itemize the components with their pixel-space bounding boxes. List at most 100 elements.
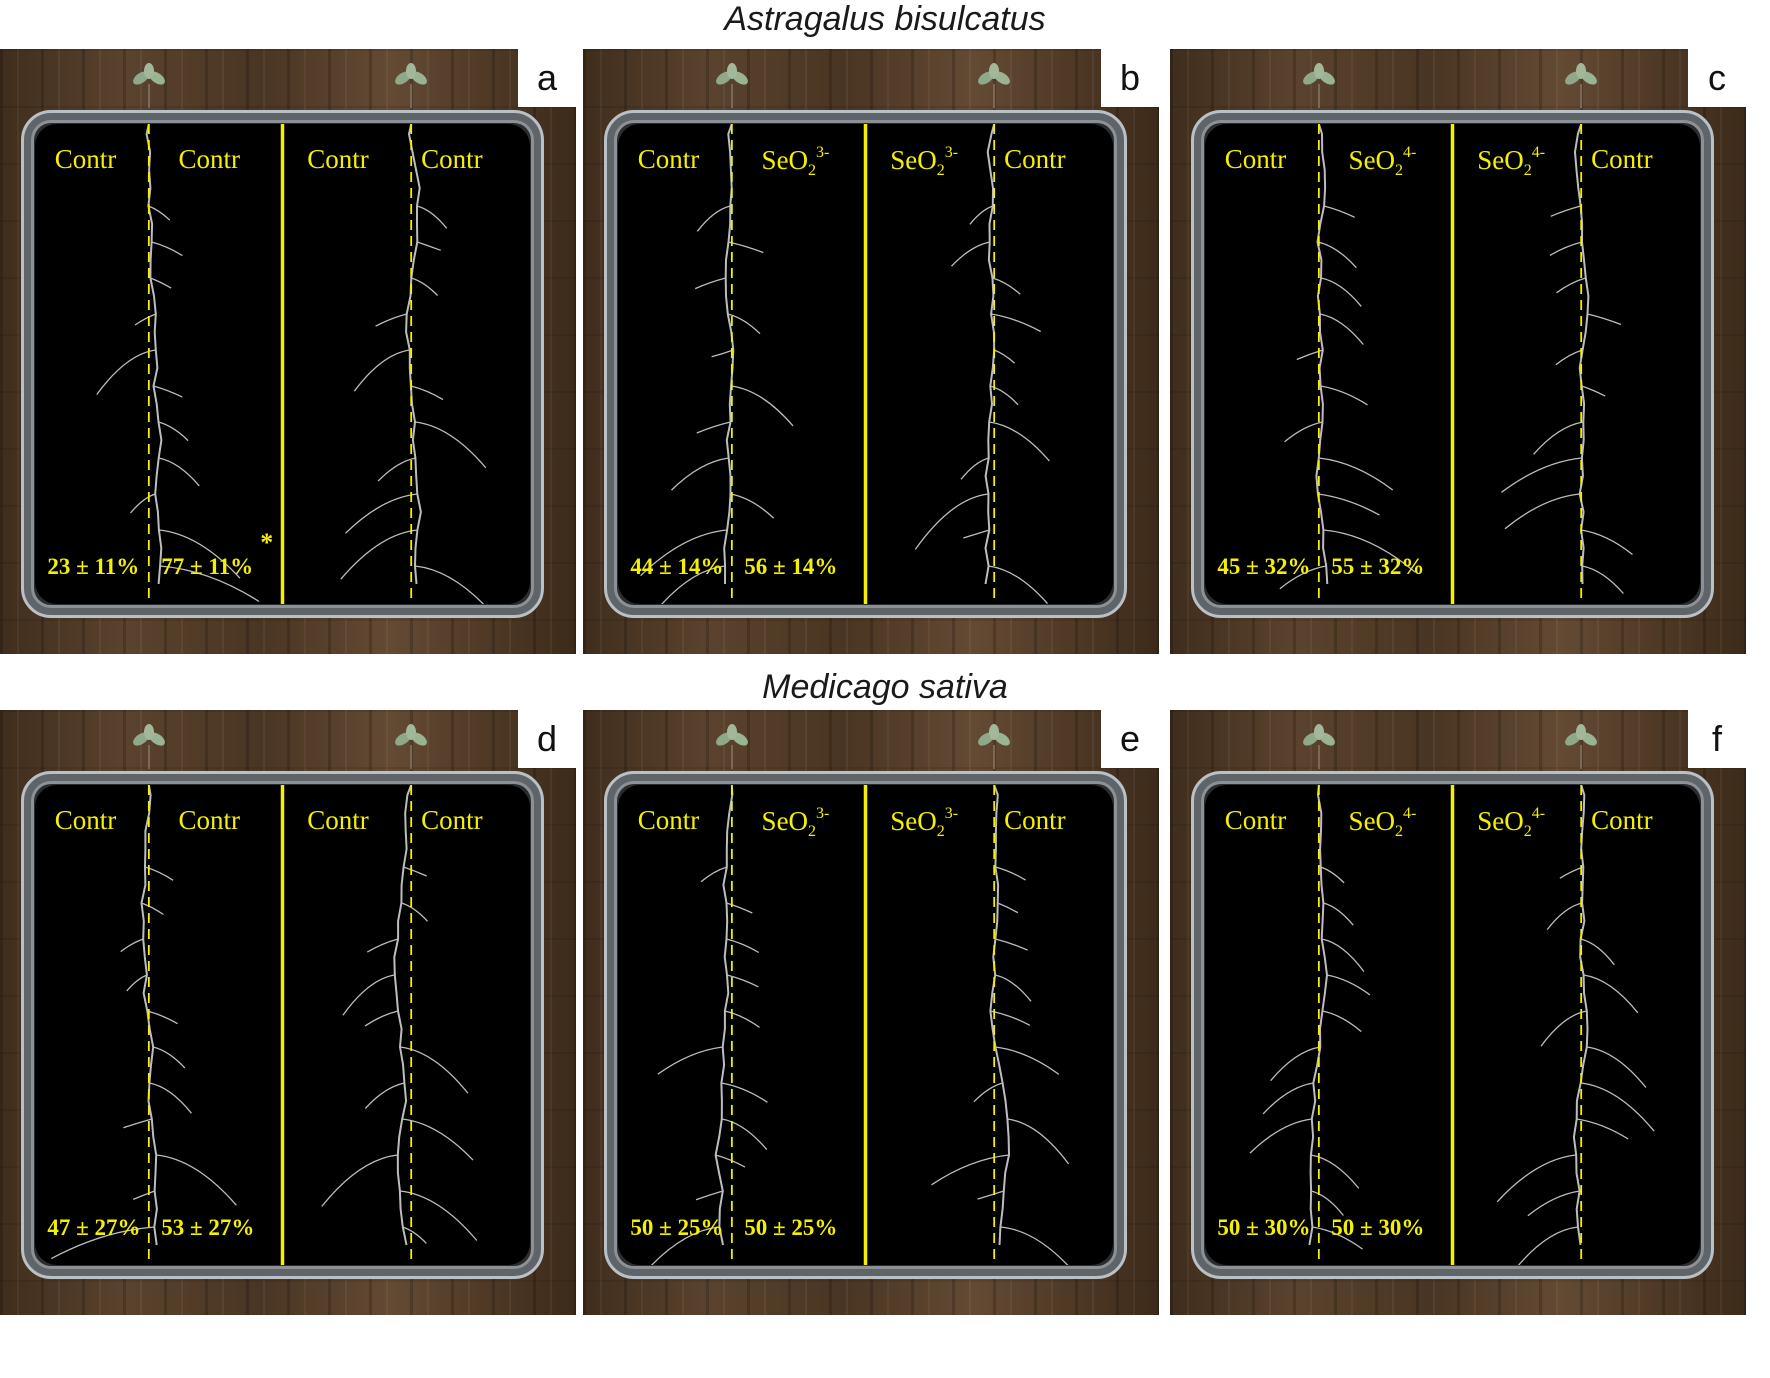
- compartment-label: Contr: [1591, 144, 1653, 175]
- compartment-label-text: SeO: [1477, 145, 1524, 175]
- percent-right: 56 ± 14%: [744, 554, 838, 579]
- compartment-label: Contr: [179, 805, 241, 836]
- agar-medium: Contr SeO24- SeO24- Contr 50 ± 30% 50 ± 30%: [1205, 785, 1700, 1265]
- compartment-label-text: SeO: [1348, 145, 1396, 175]
- label-subscript: 2: [1523, 162, 1532, 179]
- root-image: [650, 785, 1070, 1265]
- compartment-label: SeO24-: [1477, 144, 1545, 180]
- label-subscript: 2: [1395, 162, 1404, 179]
- compartment-label-text: SeO: [1348, 806, 1396, 836]
- significance-star: *: [260, 528, 274, 557]
- panel-letter-box: e: [1101, 710, 1159, 768]
- label-subscript: 2: [1395, 823, 1404, 840]
- panel-letter-box: d: [518, 710, 576, 768]
- compartment-label: Contr: [1225, 805, 1287, 836]
- compartment-label-text: Contr: [421, 805, 483, 835]
- agar-medium: Contr SeO23- SeO23- Contr 44 ± 14% 56 ± 14%: [618, 124, 1113, 604]
- panel-d: Contr Contr Contr Contr 47 ± 27% 53 ± 27% d: [0, 710, 576, 1315]
- seedling-root: [1501, 124, 1633, 594]
- compartment-label-text: SeO: [890, 145, 937, 175]
- percent-left: 50 ± 25%: [630, 1215, 724, 1240]
- seedling-shoot: [395, 724, 428, 769]
- percent-left: 44 ± 14%: [630, 554, 724, 579]
- compartment-label: Contr: [638, 805, 700, 836]
- panel-b: Contr SeO23- SeO23- Contr 44 ± 14% 56 ± 14% b: [583, 49, 1159, 654]
- panel-letter: c: [1708, 57, 1726, 98]
- compartment-label: Contr: [1225, 144, 1287, 175]
- seedling-root: [96, 124, 260, 603]
- seedling-shoot: [1302, 724, 1335, 769]
- panel-letter: f: [1711, 718, 1722, 759]
- label-superscript: 3-: [816, 144, 830, 161]
- compartment-label: Contr: [55, 144, 117, 175]
- compartment-label-text: Contr: [1004, 144, 1066, 174]
- panel-a: Contr Contr Contr Contr 23 ± 11% 77 ± 11% * a: [0, 49, 576, 654]
- percent-right: 53 ± 27%: [161, 1215, 255, 1240]
- root-image: [1279, 124, 1633, 604]
- percent-left: 23 ± 11%: [47, 554, 140, 579]
- seedling-shoot: [715, 724, 748, 769]
- seedling-root: [931, 785, 1070, 1265]
- label-subscript: 2: [1523, 823, 1532, 840]
- compartment-label-text: Contr: [178, 805, 241, 835]
- label-superscript: 3-: [816, 805, 830, 822]
- compartment-label: Contr: [307, 805, 369, 836]
- percent-right: 77 ± 11%: [161, 554, 254, 579]
- panel-letter: b: [1119, 57, 1141, 98]
- compartment-label-text: SeO: [890, 806, 937, 836]
- root-image: [1249, 785, 1655, 1265]
- seedling-shoot: [1565, 724, 1598, 769]
- panel-letter: a: [536, 57, 558, 98]
- label-superscript: 3-: [944, 144, 959, 161]
- compartment-label: Contr: [421, 144, 483, 175]
- agar-medium: Contr Contr Contr Contr 47 ± 27% 53 ± 27%: [35, 785, 530, 1265]
- percent-left: 47 ± 27%: [47, 1215, 141, 1240]
- compartment-label-text: Contr: [54, 144, 117, 174]
- panel-f: Contr SeO24- SeO24- Contr 50 ± 30% 50 ± 30% f: [1170, 710, 1746, 1315]
- compartment-label-text: SeO: [761, 145, 809, 175]
- seedling-root: [321, 785, 478, 1246]
- compartment-label-text: Contr: [1591, 805, 1653, 835]
- agar-medium: Contr SeO24- SeO24- Contr 45 ± 32% 55 ± 32%: [1205, 124, 1700, 604]
- agar-medium: Contr Contr Contr Contr 23 ± 11% 77 ± 11% *: [35, 124, 530, 604]
- compartment-label: Contr: [1591, 805, 1653, 836]
- species-title-bottom: Medicago sativa: [762, 668, 1008, 706]
- percent-left: 50 ± 30%: [1217, 1215, 1311, 1240]
- percent-right: 50 ± 25%: [744, 1215, 838, 1240]
- root-image: [96, 124, 487, 604]
- label-subscript: 2: [936, 162, 945, 179]
- seedling-shoot: [715, 63, 748, 108]
- compartment-label: SeO23-: [890, 144, 958, 180]
- label-superscript: 4-: [1531, 144, 1546, 161]
- compartment-label-text: Contr: [54, 805, 117, 835]
- label-subscript: 2: [808, 162, 817, 179]
- compartment-label-text: SeO: [761, 806, 809, 836]
- compartment-label: Contr: [179, 144, 241, 175]
- root-image: [50, 785, 478, 1265]
- compartment-label-text: Contr: [1004, 805, 1066, 835]
- seedling-shoot: [132, 63, 165, 108]
- agar-medium: Contr SeO23- SeO23- Contr 50 ± 25% 50 ± 25%: [618, 785, 1113, 1265]
- panel-c: Contr SeO24- SeO24- Contr 45 ± 32% 55 ± 32% c: [1170, 49, 1746, 654]
- compartment-label: SeO23-: [890, 805, 958, 841]
- compartment-label-text: Contr: [307, 805, 369, 835]
- seedling-root: [50, 785, 237, 1260]
- root-image: [640, 124, 1050, 604]
- compartment-label: Contr: [1004, 144, 1066, 175]
- percent-right: 50 ± 30%: [1331, 1215, 1425, 1240]
- compartment-label-text: Contr: [178, 144, 241, 174]
- seedling-root: [640, 124, 794, 604]
- label-superscript: 4-: [1531, 805, 1546, 822]
- compartment-label-text: Contr: [1224, 144, 1287, 174]
- compartment-label: Contr: [638, 144, 700, 175]
- panel-letter-box: b: [1101, 49, 1159, 107]
- seedling-shoot: [978, 63, 1011, 108]
- compartment-label: SeO23-: [762, 144, 830, 180]
- panel-letter-box: a: [518, 49, 576, 107]
- compartment-label-text: SeO: [1477, 806, 1524, 836]
- seedling-root: [1496, 785, 1655, 1265]
- seedling-root: [1279, 124, 1416, 590]
- panel-letter: e: [1119, 718, 1141, 759]
- seedling-shoot: [1565, 63, 1598, 108]
- label-subscript: 2: [936, 823, 945, 840]
